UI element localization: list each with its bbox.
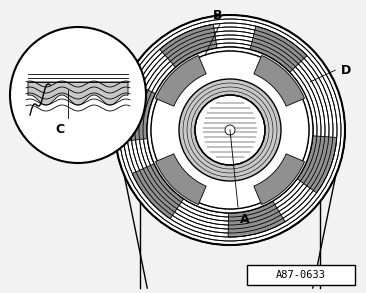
Wedge shape: [254, 55, 305, 106]
Wedge shape: [254, 154, 305, 205]
Circle shape: [151, 51, 309, 209]
Wedge shape: [156, 154, 206, 205]
Circle shape: [195, 95, 265, 165]
Wedge shape: [123, 83, 156, 141]
Wedge shape: [297, 136, 337, 193]
Text: B: B: [213, 9, 223, 22]
Circle shape: [115, 15, 345, 245]
Wedge shape: [254, 55, 305, 106]
Wedge shape: [156, 55, 206, 106]
Circle shape: [225, 125, 235, 135]
Circle shape: [147, 47, 313, 213]
Wedge shape: [156, 154, 206, 205]
Text: D: D: [341, 64, 351, 77]
Text: C: C: [55, 123, 64, 136]
Circle shape: [10, 27, 146, 163]
Wedge shape: [123, 83, 156, 141]
Polygon shape: [28, 82, 128, 105]
Text: A87-0633: A87-0633: [276, 270, 326, 280]
Wedge shape: [160, 24, 217, 67]
Circle shape: [115, 15, 345, 245]
Circle shape: [179, 79, 281, 181]
Circle shape: [225, 125, 235, 135]
Circle shape: [110, 10, 350, 250]
Wedge shape: [132, 164, 184, 219]
Wedge shape: [132, 164, 184, 219]
FancyBboxPatch shape: [247, 265, 355, 285]
Circle shape: [147, 47, 313, 213]
Wedge shape: [250, 26, 307, 72]
Wedge shape: [228, 201, 285, 237]
Wedge shape: [156, 55, 206, 106]
Circle shape: [179, 79, 281, 181]
Bar: [105, 0, 355, 130]
Wedge shape: [254, 154, 305, 205]
Text: A: A: [240, 213, 250, 226]
Circle shape: [195, 95, 265, 165]
Wedge shape: [160, 24, 217, 67]
Wedge shape: [228, 201, 285, 237]
Circle shape: [151, 51, 309, 209]
Wedge shape: [250, 26, 307, 72]
Wedge shape: [297, 136, 337, 193]
